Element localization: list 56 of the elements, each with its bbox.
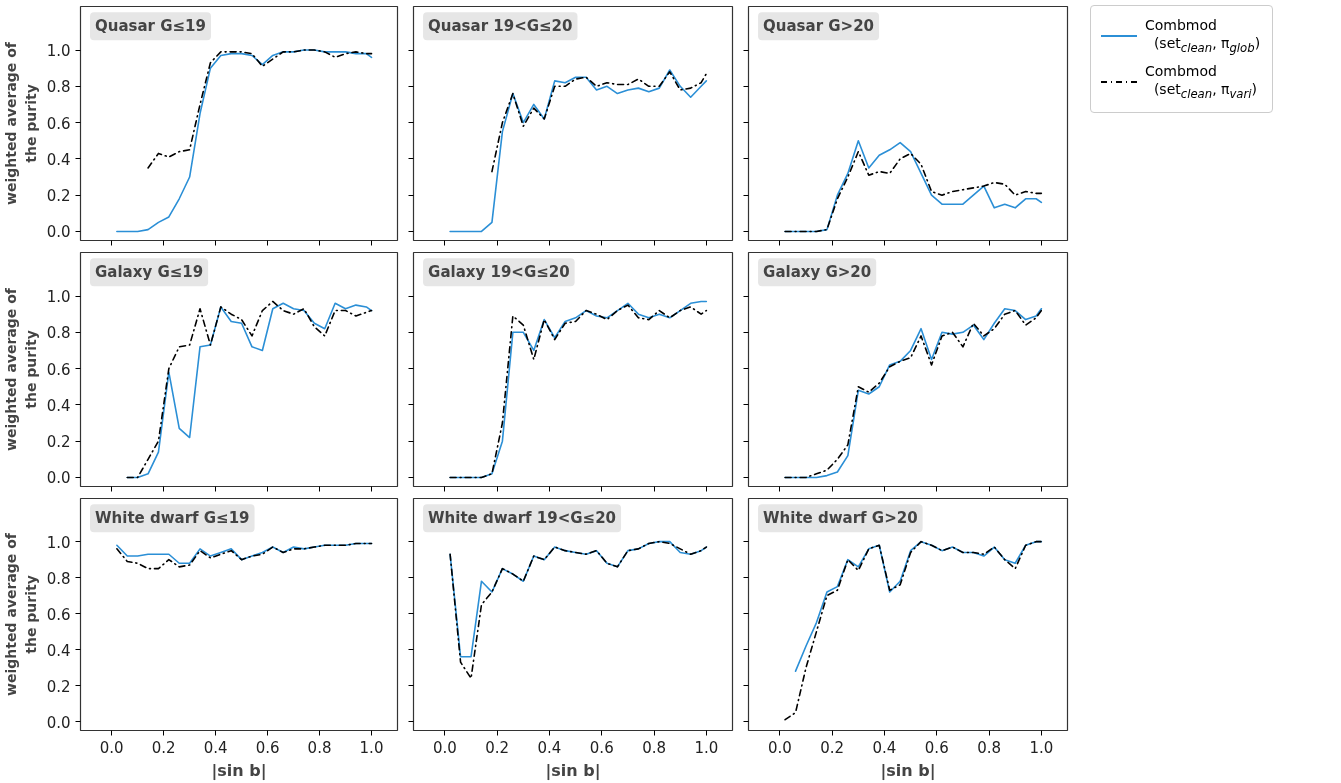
y-tick-label: 0.6 [46, 114, 71, 133]
x-tick-label: 1.0 [359, 738, 384, 757]
x-tick-label: 0.6 [255, 738, 280, 757]
text: White dwarf G>20 [763, 509, 918, 528]
legend-label: Combmod (set$_{clean}$, π$_{glob}$) [1145, 16, 1261, 57]
x-tick-label: 0.8 [977, 738, 1001, 757]
x-tick-label: 0.6 [924, 738, 949, 757]
y-tick-label: 0.2 [46, 433, 71, 452]
text: White dwarf G≤19 [95, 509, 250, 528]
x-axis-title: |sin b| [211, 760, 267, 781]
text: Galaxy 19<G≤20 [428, 263, 570, 282]
x-tick-label: 0.2 [820, 738, 845, 757]
y-tick-label: 0.8 [46, 78, 71, 97]
y-tick-label: 0.8 [46, 569, 71, 588]
x-tick-label: 0.4 [537, 738, 562, 757]
text: White dwarf 19<G≤20 [428, 509, 617, 528]
y-tick-label: 0.6 [46, 360, 71, 379]
y-tick-label: 0.6 [46, 605, 71, 624]
legend-label: Combmod (set$_{clean}$, π$_{vari}$) [1145, 62, 1258, 103]
x-tick-label: 0.0 [767, 738, 792, 757]
y-tick-label: 0.4 [46, 150, 71, 169]
x-axis-title: |sin b| [545, 760, 601, 781]
x-tick-label: 0.4 [203, 738, 228, 757]
y-tick-label: 1.0 [46, 533, 71, 552]
y-tick-label: 1.0 [46, 42, 71, 61]
y-axis-title: weighted average of the purity [3, 532, 39, 696]
x-tick-label: 0.0 [99, 738, 124, 757]
x-tick-label: 0.0 [432, 738, 457, 757]
y-axis-title: weighted average of the purity [3, 287, 39, 451]
x-tick-label: 0.8 [642, 738, 666, 757]
x-tick-label: 0.6 [589, 738, 614, 757]
y-tick-label: 0.2 [46, 187, 71, 206]
y-tick-label: 0.2 [46, 677, 71, 696]
x-tick-label: 1.0 [1029, 738, 1054, 757]
y-tick-label: 0.0 [46, 223, 71, 242]
x-tick-label: 1.0 [694, 738, 719, 757]
y-tick-label: 0.4 [46, 641, 71, 660]
x-axis-title: |sin b| [880, 760, 936, 781]
x-tick-label: 0.2 [485, 738, 510, 757]
y-tick-label: 1.0 [46, 288, 71, 307]
y-tick-label: 0.0 [46, 469, 71, 488]
x-tick-label: 0.2 [151, 738, 176, 757]
text: Quasar G>20 [763, 17, 875, 36]
y-tick-label: 0.4 [46, 396, 71, 415]
text: Quasar G≤19 [95, 17, 206, 36]
x-tick-label: 0.8 [307, 738, 332, 757]
text: Quasar 19<G≤20 [428, 17, 573, 36]
text: Galaxy G≤19 [95, 263, 204, 282]
y-axis-title: weighted average of the purity [3, 41, 39, 205]
x-tick-label: 0.4 [872, 738, 897, 757]
y-tick-label: 0.8 [46, 324, 71, 343]
line-series [116, 49, 373, 233]
text: Galaxy G>20 [763, 263, 872, 282]
line-series [116, 542, 373, 570]
line-series [147, 49, 373, 169]
y-tick-label: 0.0 [46, 713, 71, 732]
